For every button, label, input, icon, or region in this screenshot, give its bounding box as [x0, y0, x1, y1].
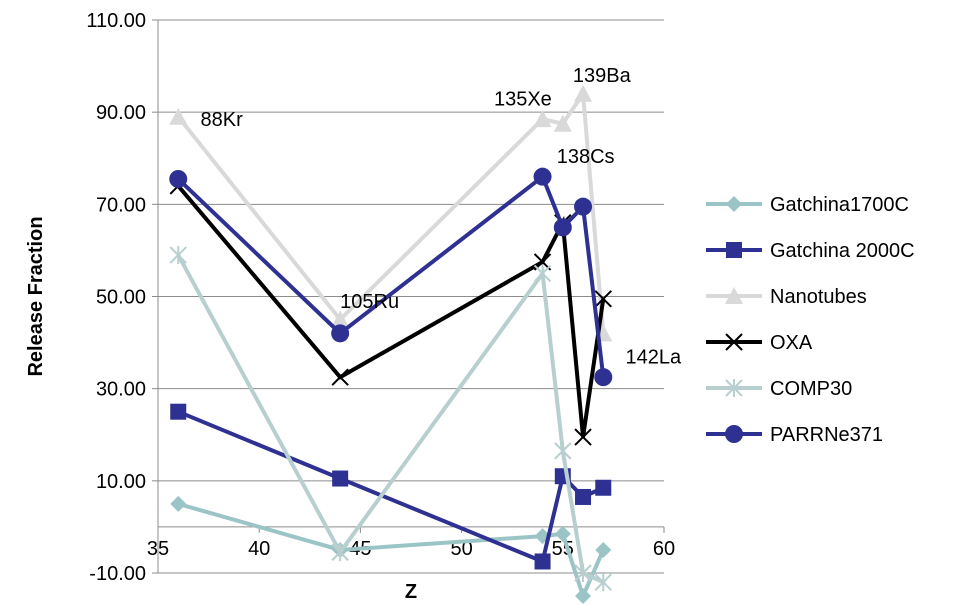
data-point-oxa-stroke: [331, 368, 349, 386]
data-point-nanotubes: [169, 107, 188, 125]
data-point-gatchina-2000c: [595, 479, 612, 496]
y-tick-label: -10.00: [89, 563, 146, 585]
x-tick-label: 35: [147, 538, 169, 560]
series-line-comp30: [176, 254, 605, 585]
legend-swatch-marker-stroke: [725, 333, 743, 351]
legend-item-oxa: OXA: [706, 332, 813, 354]
legend-swatch-marker: [725, 425, 743, 443]
data-point-gatchina-2000c: [575, 488, 592, 505]
data-point-gatchina-2000c: [170, 403, 187, 420]
series-parrne371: [169, 167, 613, 387]
legend-swatch-marker: [725, 379, 743, 397]
legend-item-parrne371: PARRNe371: [706, 424, 883, 446]
legend-label: Gatchina 2000C: [770, 240, 915, 262]
data-point-comp30: [554, 441, 572, 460]
legend-swatch-marker: [725, 333, 743, 351]
annotation-label: 142La: [626, 346, 682, 368]
legend-item-gatchina1700c: Gatchina1700C: [706, 194, 909, 216]
data-point-oxa: [574, 428, 592, 446]
legend-label: PARRNe371: [770, 424, 883, 446]
data-point-parrne371: [594, 368, 613, 387]
annotation-label: 139Ba: [573, 65, 632, 87]
series-group: [169, 84, 613, 605]
x-tick-label: 60: [653, 538, 675, 560]
legend-swatch-marker: [725, 287, 743, 304]
series-line-oxa: [176, 184, 606, 438]
x-axis-title: Z: [405, 581, 417, 603]
annotations: 88Kr 105Ru 135Xe 139Ba 138Cs 142La: [201, 65, 683, 368]
data-point-oxa-stroke: [574, 428, 592, 446]
data-point-comp30: [574, 564, 592, 582]
legend-label: Nanotubes: [770, 286, 867, 308]
data-point-gatchina-2000c: [332, 470, 349, 487]
annotation-label: 135Xe: [494, 88, 552, 110]
data-point-nanotubes: [533, 110, 552, 128]
data-point-comp30: [594, 573, 612, 592]
y-tick-label: 50.00: [96, 287, 146, 309]
y-tick-label: 110.00: [86, 10, 146, 32]
x-tick-labels: 35 40 45 50 55 60: [147, 538, 675, 560]
annotation-label: 105Ru: [340, 291, 399, 313]
data-point-parrne371: [553, 218, 572, 237]
y-axis-title: Release Fraction: [25, 216, 47, 376]
legend-item-comp30: COMP30: [706, 378, 852, 400]
data-point-gatchina-2000c: [534, 553, 551, 570]
series-line-gatchina1700c: [177, 501, 606, 602]
data-point-oxa: [331, 368, 349, 386]
series-line-nanotubes: [176, 87, 606, 334]
legend-label: COMP30: [770, 378, 852, 400]
data-point-oxa-stroke: [594, 290, 612, 308]
legend-label: Gatchina1700C: [770, 194, 909, 216]
legend-item-nanotubes: Nanotubes: [706, 286, 867, 308]
data-point-oxa: [594, 290, 612, 308]
data-point-nanotubes: [331, 310, 350, 328]
data-point-comp30: [533, 264, 552, 283]
data-point-gatchina1700c: [575, 588, 592, 605]
gridlines: [158, 19, 664, 574]
y-tick-label: 10.00: [96, 471, 146, 493]
data-point-nanotubes: [553, 114, 572, 132]
annotation-label: 88Kr: [201, 109, 244, 131]
x-tick-label: 40: [248, 538, 270, 560]
legend-swatch-marker: [726, 242, 742, 258]
data-point-nanotubes: [574, 84, 593, 102]
y-tick-labels: -10.00 10.00 30.00 50.00 70.00 90.00 110.00: [86, 10, 146, 585]
y-tick-label: 30.00: [96, 379, 146, 401]
legend: Gatchina1700C Gatchina 2000C Nanotubes OXA C…: [706, 194, 915, 446]
y-tick-label: 90.00: [96, 102, 146, 124]
data-point-comp30: [331, 543, 349, 562]
y-tick-label: 70.00: [96, 194, 146, 216]
data-point-comp30: [169, 246, 187, 265]
data-point-gatchina1700c: [554, 525, 571, 542]
data-point-parrne371: [574, 197, 593, 216]
annotation-label: 138Cs: [557, 146, 615, 168]
series-comp30: [169, 246, 612, 592]
data-point-gatchina1700c: [170, 495, 187, 512]
legend-label: OXA: [770, 332, 813, 354]
series-line-parrne371: [176, 173, 606, 378]
data-point-gatchina1700c: [595, 541, 612, 558]
legend-swatch-marker: [726, 196, 742, 212]
data-point-parrne371: [169, 169, 188, 188]
data-point-parrne371: [331, 324, 350, 343]
legend-item-gatchina-2000c: Gatchina 2000C: [706, 240, 915, 262]
data-point-parrne371: [533, 167, 552, 186]
